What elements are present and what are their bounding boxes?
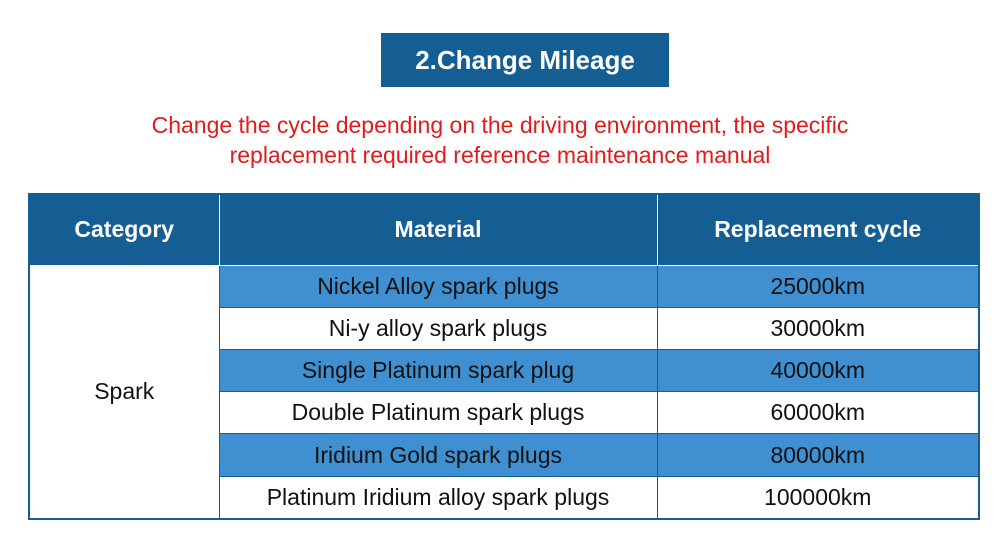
material-cell: Ni-y alloy spark plugs [218,307,658,351]
cycle-cell: 100000km [656,475,980,520]
material-cell: Nickel Alloy spark plugs [218,264,658,309]
table-body: Spark Nickel Alloy spark plugs 25000km Ni-y… [28,264,980,520]
table-row: Ni-y alloy spark plugs 30000km [29,307,980,351]
table-row: Platinum Iridium alloy spark plugs 100000… [29,475,980,520]
subtitle-line: replacement required reference maintenan… [229,142,771,168]
table-row: Double Platinum spark plugs 60000km [29,391,980,435]
material-cell: Iridium Gold spark plugs [218,433,658,477]
subtitle-line: Change the cycle depending on the drivin… [151,112,849,138]
material-cell: Single Platinum spark plug [218,349,658,393]
cycle-cell: 30000km [656,307,980,351]
cycle-cell: 80000km [656,433,980,477]
cycle-cell: 60000km [656,391,980,435]
table-row: Spark Nickel Alloy spark plugs 25000km [28,264,980,520]
material-cell: Platinum Iridium alloy spark plugs [218,475,658,520]
table-row: Single Platinum spark plug 40000km [29,349,980,393]
category-cell: Spark [28,264,220,520]
header-cell: Category [28,193,220,266]
header-row: Category Material Replacement cycle [28,193,980,266]
table: Category Material Replacement cycle Spar… [28,193,980,520]
cycle-cell: 40000km [656,349,980,393]
title: 2.Change Mileage [381,33,669,87]
header-cell: Replacement cycle [656,193,980,266]
material-cell: Double Platinum spark plugs [218,391,658,435]
header-cell: Material [218,193,658,266]
table-row: Iridium Gold spark plugs 80000km [29,433,980,477]
cycle-cell: 25000km [656,264,980,309]
